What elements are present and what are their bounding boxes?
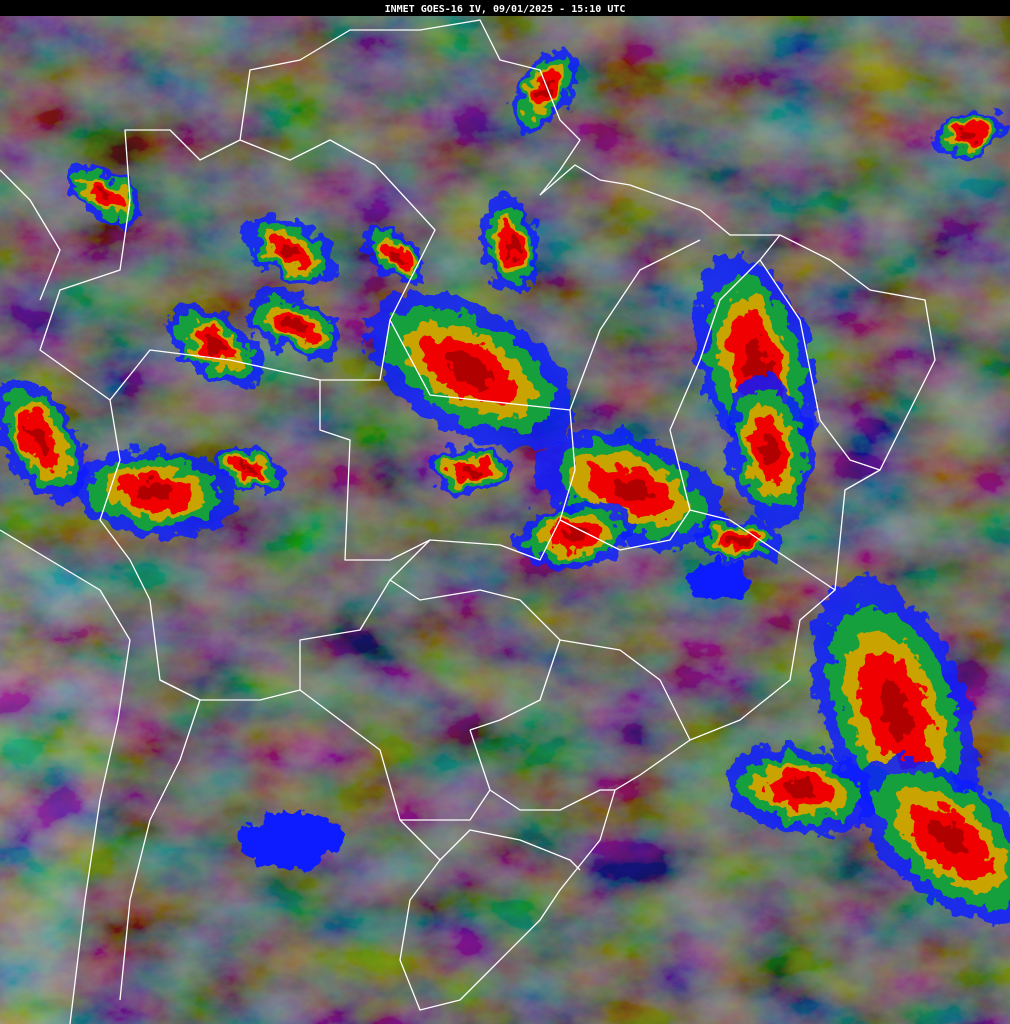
country-border bbox=[119, 679, 201, 1001]
state-border bbox=[399, 819, 581, 871]
title-bar bbox=[0, 0, 1010, 16]
coastline bbox=[0, 529, 131, 1024]
state-border bbox=[559, 639, 691, 741]
state-border bbox=[389, 579, 561, 731]
borders bbox=[0, 19, 936, 1024]
cold-cloud bbox=[687, 560, 753, 600]
image-title: INMET GOES-16 IV, 09/01/2025 - 15:10 UTC bbox=[385, 4, 626, 15]
country-border bbox=[399, 859, 501, 1011]
state-border bbox=[469, 729, 615, 811]
state-border bbox=[669, 234, 781, 511]
storm-cell bbox=[697, 517, 783, 563]
state-border bbox=[759, 259, 881, 471]
country-border bbox=[239, 19, 581, 196]
storm-cell bbox=[427, 447, 513, 493]
state-border bbox=[389, 239, 701, 411]
cold-cloud bbox=[240, 811, 340, 869]
country-border bbox=[0, 169, 61, 301]
